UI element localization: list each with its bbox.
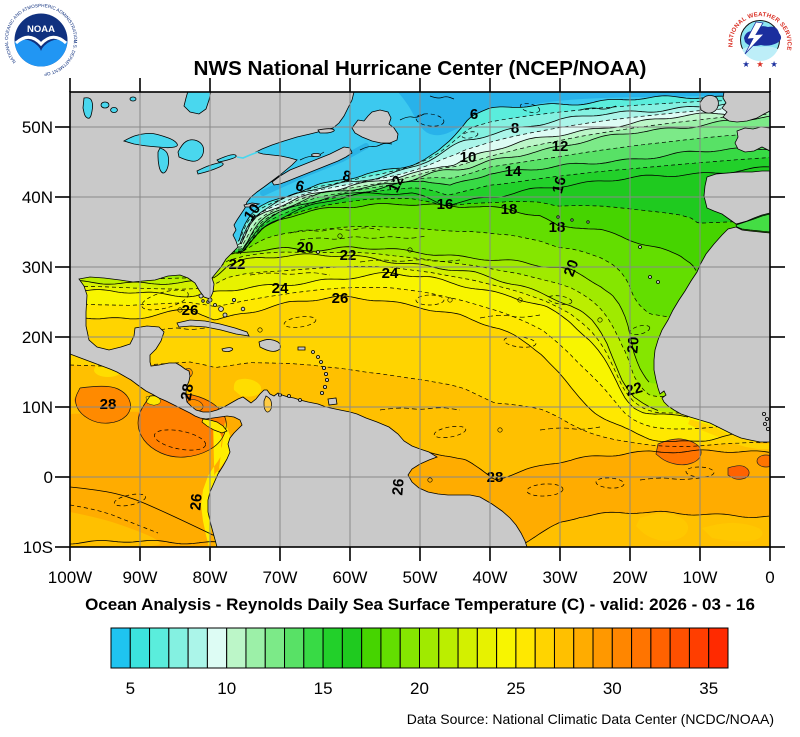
svg-text:24: 24 xyxy=(382,265,399,282)
svg-text:20: 20 xyxy=(297,239,314,256)
svg-text:10: 10 xyxy=(217,679,236,698)
svg-text:30N: 30N xyxy=(22,258,53,277)
svg-text:Data Source: National Climatic: Data Source: National Climatic Data Cent… xyxy=(407,711,774,727)
svg-text:★: ★ xyxy=(756,59,764,69)
svg-text:20: 20 xyxy=(410,679,429,698)
svg-text:26: 26 xyxy=(187,493,205,511)
svg-text:26: 26 xyxy=(389,478,407,496)
svg-text:40W: 40W xyxy=(473,568,508,587)
svg-text:40N: 40N xyxy=(22,188,53,207)
svg-text:10: 10 xyxy=(241,201,264,224)
svg-text:30: 30 xyxy=(603,679,622,698)
svg-text:8: 8 xyxy=(511,120,519,137)
svg-text:NWS National Hurricane Center: NWS National Hurricane Center (NCEP/NOAA… xyxy=(194,57,647,80)
svg-text:10N: 10N xyxy=(22,398,53,417)
svg-text:25: 25 xyxy=(506,679,525,698)
svg-text:28: 28 xyxy=(100,396,117,413)
svg-text:Ocean Analysis - Reynolds Dail: Ocean Analysis - Reynolds Daily Sea Surf… xyxy=(85,595,755,614)
svg-text:12: 12 xyxy=(385,173,407,195)
svg-text:22: 22 xyxy=(229,256,246,273)
svg-text:18: 18 xyxy=(549,219,566,236)
svg-text:10W: 10W xyxy=(683,568,718,587)
svg-text:22: 22 xyxy=(624,379,645,400)
svg-text:14: 14 xyxy=(505,163,522,180)
svg-text:16: 16 xyxy=(437,196,454,213)
svg-text:26: 26 xyxy=(182,302,199,319)
svg-text:35: 35 xyxy=(699,679,718,698)
svg-text:6: 6 xyxy=(470,106,478,123)
svg-text:16: 16 xyxy=(549,175,570,196)
svg-text:NOAA: NOAA xyxy=(27,24,55,35)
svg-text:5: 5 xyxy=(126,679,135,698)
svg-text:20: 20 xyxy=(624,336,642,354)
svg-text:20W: 20W xyxy=(613,568,648,587)
svg-text:22: 22 xyxy=(340,247,357,264)
svg-text:10S: 10S xyxy=(23,538,53,557)
svg-text:100W: 100W xyxy=(48,568,92,587)
svg-text:★: ★ xyxy=(742,59,750,69)
svg-text:20: 20 xyxy=(561,257,583,278)
svg-text:15: 15 xyxy=(314,679,333,698)
svg-text:18: 18 xyxy=(501,201,518,218)
svg-text:28: 28 xyxy=(178,382,198,401)
svg-text:60W: 60W xyxy=(333,568,368,587)
svg-text:0: 0 xyxy=(44,468,53,487)
svg-text:90W: 90W xyxy=(123,568,158,587)
svg-text:10: 10 xyxy=(460,149,477,166)
svg-text:26: 26 xyxy=(332,290,349,307)
svg-text:8: 8 xyxy=(341,167,352,185)
svg-text:70W: 70W xyxy=(263,568,298,587)
svg-text:30W: 30W xyxy=(543,568,578,587)
svg-text:80W: 80W xyxy=(193,568,228,587)
svg-text:50W: 50W xyxy=(403,568,438,587)
svg-text:★: ★ xyxy=(770,59,778,69)
svg-text:50N: 50N xyxy=(22,118,53,137)
svg-text:20N: 20N xyxy=(22,328,53,347)
svg-text:0: 0 xyxy=(765,568,774,587)
